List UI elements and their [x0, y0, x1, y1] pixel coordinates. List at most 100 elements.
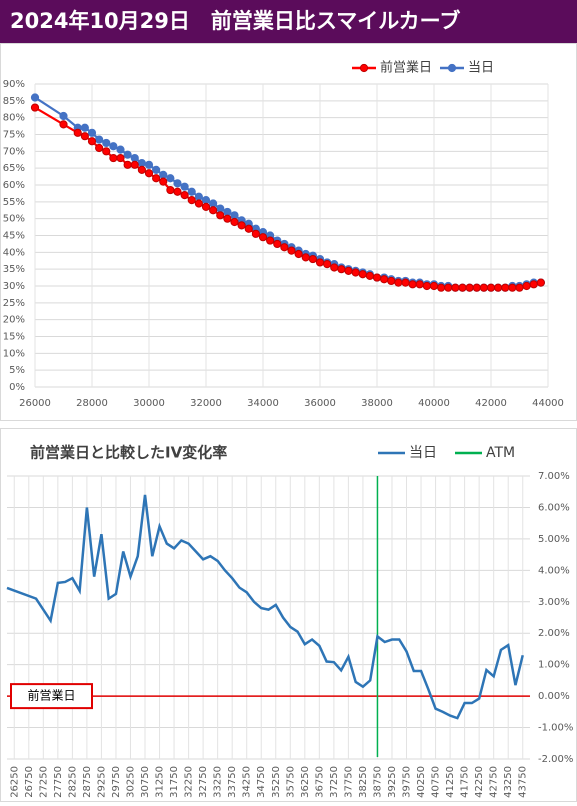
- point: [166, 185, 175, 195]
- y-tick-label: 3.00%: [538, 597, 570, 608]
- point: [522, 281, 531, 291]
- point: [201, 202, 211, 211]
- chart-frame: [0, 43, 577, 421]
- point: [87, 128, 97, 137]
- point: [266, 236, 275, 245]
- x-tick-label: 34250: [242, 766, 253, 798]
- y-tick-label: 80%: [3, 113, 25, 124]
- y-tick-label: 90%: [3, 79, 25, 90]
- y-tick-label: 2.00%: [538, 628, 570, 639]
- legend-marker: [359, 63, 369, 73]
- point: [95, 143, 104, 153]
- point: [287, 246, 296, 255]
- point: [123, 160, 132, 169]
- point: [315, 258, 325, 267]
- point: [301, 253, 310, 262]
- y-tick-label: 75%: [3, 130, 25, 141]
- point: [137, 165, 146, 174]
- y-tick-label: 60%: [3, 180, 25, 191]
- point: [152, 174, 161, 183]
- point: [187, 187, 196, 196]
- header-bar: [0, 0, 577, 43]
- x-tick-label: 38250: [358, 766, 369, 798]
- y-tick-label: 45%: [3, 231, 25, 242]
- y-tick-label: 0%: [9, 382, 25, 393]
- point: [294, 249, 303, 259]
- y-tick-label: 30%: [3, 281, 25, 292]
- y-tick-label: -2.00%: [538, 754, 573, 765]
- point: [116, 153, 125, 163]
- point: [73, 128, 82, 137]
- point: [194, 199, 203, 208]
- point: [123, 150, 132, 159]
- point: [116, 145, 125, 154]
- x-tick-label: 41750: [460, 766, 471, 798]
- point: [109, 153, 118, 163]
- point: [102, 138, 111, 148]
- point: [365, 271, 374, 280]
- x-tick-label: 28250: [67, 766, 78, 798]
- point: [223, 207, 232, 217]
- point: [95, 135, 104, 144]
- point: [187, 196, 196, 205]
- x-tick-label: 36750: [314, 766, 325, 798]
- y-tick-label: 10%: [3, 348, 25, 359]
- point: [330, 263, 339, 272]
- y-tick-label: 5%: [9, 365, 25, 376]
- point: [444, 283, 453, 292]
- point: [30, 93, 40, 102]
- x-tick-label: 28750: [82, 766, 93, 798]
- legend-label: ATM: [486, 445, 515, 461]
- reference-label-box: [10, 683, 93, 710]
- point: [458, 283, 467, 292]
- reference-label: 前営業日: [27, 688, 75, 703]
- point: [166, 174, 175, 183]
- point: [415, 280, 424, 289]
- y-tick-label: 0.00%: [538, 691, 570, 702]
- y-tick-label: 6.00%: [538, 502, 570, 513]
- series-line: [6, 494, 524, 720]
- point: [394, 278, 403, 287]
- point: [437, 283, 446, 292]
- point: [515, 283, 524, 292]
- point: [152, 165, 161, 174]
- x-tick-label: 27750: [53, 766, 64, 798]
- x-tick-label: 37250: [329, 766, 340, 798]
- x-tick-label: 35250: [271, 766, 282, 798]
- x-tick-label: 30000: [133, 398, 165, 409]
- point: [273, 239, 282, 249]
- point: [80, 132, 89, 141]
- x-tick-label: 34750: [256, 766, 267, 798]
- point: [209, 199, 218, 208]
- y-tick-label: 40%: [3, 247, 25, 258]
- point: [351, 268, 360, 277]
- point: [180, 191, 189, 200]
- point: [216, 204, 225, 213]
- x-tick-label: 41250: [445, 766, 456, 798]
- point: [451, 283, 460, 292]
- x-tick-label: 38750: [372, 766, 383, 798]
- point: [251, 229, 260, 238]
- x-tick-label: 30750: [140, 766, 151, 798]
- x-tick-label: 39750: [402, 766, 413, 798]
- legend-label: 当日: [468, 61, 494, 76]
- header-title: 2024年10月29日 前営業日比スマイルカーブ: [10, 9, 460, 33]
- point: [494, 283, 503, 292]
- point: [159, 177, 168, 186]
- point: [87, 137, 97, 146]
- point: [102, 147, 111, 156]
- x-tick-label: 37750: [343, 766, 354, 798]
- x-tick-label: 40750: [431, 766, 442, 798]
- x-tick-label: 32250: [184, 766, 195, 798]
- x-tick-label: 26750: [24, 766, 35, 798]
- point: [59, 120, 68, 129]
- x-tick-label: 39250: [387, 766, 398, 798]
- point: [109, 142, 118, 151]
- point: [501, 283, 510, 292]
- y-tick-label: 65%: [3, 163, 25, 174]
- point: [130, 160, 139, 169]
- x-tick-label: 40250: [416, 766, 427, 798]
- point: [173, 179, 182, 188]
- x-tick-label: 31750: [169, 766, 180, 798]
